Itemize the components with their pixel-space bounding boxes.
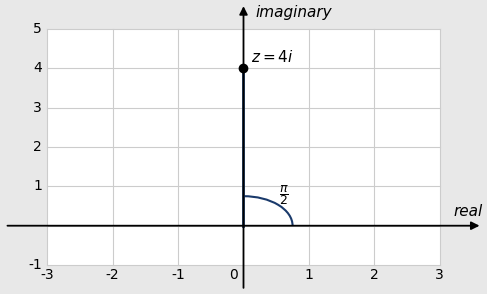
Text: $z = 4i$: $z = 4i$ [251,49,294,65]
Text: 5: 5 [33,22,42,36]
Text: $\dfrac{\pi}{2}$: $\dfrac{\pi}{2}$ [280,183,289,207]
Text: 1: 1 [33,179,42,193]
Text: 3: 3 [33,101,42,115]
Text: 2: 2 [33,140,42,154]
Text: -2: -2 [106,268,119,282]
Text: 3: 3 [435,268,444,282]
Text: -1: -1 [28,258,42,272]
Text: 1: 1 [304,268,313,282]
Text: 4: 4 [33,61,42,75]
Text: -1: -1 [171,268,185,282]
Text: real: real [453,204,482,219]
Text: -3: -3 [40,268,54,282]
Text: 2: 2 [370,268,379,282]
Bar [47,29,440,265]
Text: imaginary: imaginary [255,5,332,20]
Text: 0: 0 [229,268,238,282]
